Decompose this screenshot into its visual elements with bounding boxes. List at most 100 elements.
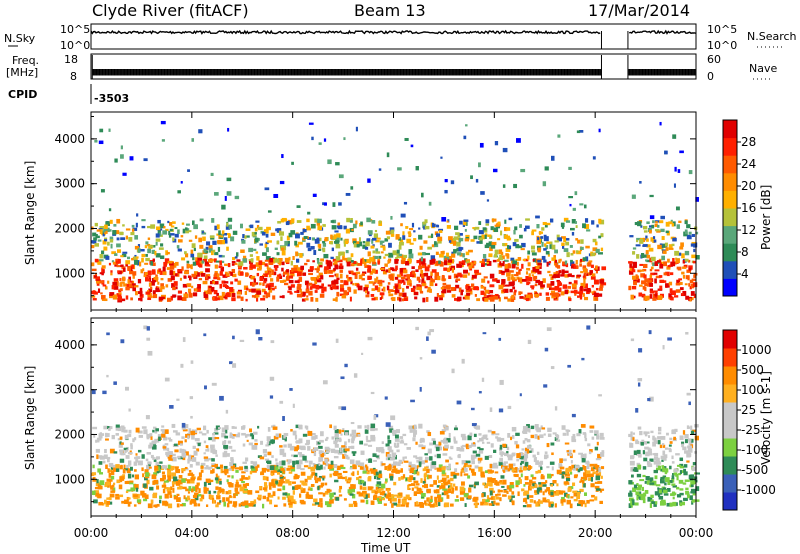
power-echo	[600, 247, 604, 252]
velocity-echo	[642, 466, 647, 470]
power-echo	[226, 273, 230, 277]
power-echo	[320, 258, 324, 262]
velocity-echo	[219, 395, 224, 401]
velocity-echo	[390, 463, 394, 468]
velocity-echo	[288, 459, 291, 464]
velocity-echo	[419, 357, 423, 360]
power-echo	[211, 286, 215, 292]
power-echo	[656, 230, 661, 233]
velocity-echo	[330, 460, 334, 465]
velocity-echo	[235, 433, 240, 438]
velocity-echo	[528, 485, 532, 491]
velocity-echo	[578, 500, 584, 505]
power-echo	[343, 291, 348, 296]
velocity-echo	[123, 447, 128, 451]
power-echo	[443, 255, 449, 261]
velocity-echo	[648, 447, 651, 450]
power-echo	[354, 274, 358, 279]
velocity-echo	[487, 429, 492, 433]
velocity-echo	[364, 494, 368, 499]
velocity-echo	[171, 476, 175, 479]
velocity-echo	[452, 472, 455, 476]
velocity-echo	[262, 503, 265, 509]
velocity-echo	[185, 424, 189, 429]
velocity-echo	[241, 475, 245, 480]
power-echo	[225, 292, 230, 298]
power-echo	[339, 251, 345, 256]
velocity-echo	[349, 493, 354, 496]
velocity-echo	[548, 503, 554, 508]
power-echo	[169, 270, 174, 276]
power-echo	[187, 263, 190, 268]
velocity-echo	[376, 488, 382, 494]
power-echo	[504, 284, 510, 287]
power-echo	[479, 142, 484, 148]
velocity-echo	[528, 450, 532, 453]
velocity-echo	[666, 487, 671, 492]
power-echo	[389, 275, 394, 281]
velocity-echo	[423, 483, 429, 489]
power-echo	[110, 243, 113, 249]
velocity-echo	[563, 481, 569, 485]
power-echo	[659, 263, 664, 269]
velocity-echo	[530, 474, 534, 478]
power-echo	[268, 288, 273, 293]
velocity-echo	[517, 491, 520, 497]
velocity-echo	[589, 449, 593, 453]
velocity-echo	[200, 494, 205, 500]
velocity-echo	[530, 425, 535, 430]
power-echo	[573, 265, 579, 269]
power-echo	[238, 264, 241, 269]
velocity-echo	[253, 431, 258, 435]
velocity-echo	[320, 502, 323, 508]
velocity-echo	[470, 454, 475, 460]
velocity-echo	[375, 455, 379, 458]
power-echo	[455, 232, 460, 236]
power-echo	[676, 279, 681, 285]
power-echo	[250, 258, 254, 263]
power-echo	[492, 259, 497, 263]
power-echo	[135, 222, 138, 228]
velocity-echo	[381, 463, 386, 466]
power-echo	[230, 236, 235, 242]
power-echo	[582, 268, 587, 273]
power-echo	[653, 295, 658, 300]
power-echo	[436, 293, 439, 297]
velocity-echo	[636, 483, 639, 487]
power-echo	[527, 295, 531, 301]
velocity-echo	[419, 490, 424, 495]
power-echo	[487, 297, 492, 300]
velocity-echo	[584, 469, 587, 473]
velocity-echo	[282, 496, 286, 500]
power-echo	[462, 223, 466, 227]
velocity-echo	[664, 482, 667, 486]
velocity-echo	[200, 469, 204, 473]
power-echo	[214, 281, 219, 285]
velocity-echo	[691, 499, 696, 503]
power-echo	[423, 272, 427, 277]
power-echo	[350, 186, 354, 190]
velocity-echo	[98, 461, 103, 465]
power-echo	[473, 235, 478, 240]
power-echo	[372, 261, 376, 265]
power-echo	[140, 293, 143, 297]
velocity-echo	[119, 476, 125, 481]
velocity-echo	[221, 432, 226, 438]
velocity-echo	[264, 485, 268, 489]
velocity-echo	[408, 464, 413, 468]
power-echo	[451, 253, 456, 258]
velocity-echo	[554, 437, 558, 442]
power-echo	[267, 267, 271, 271]
nsearch-tick-bottom: 10^0	[707, 39, 737, 52]
power-echo	[312, 193, 317, 197]
power-echo	[441, 290, 444, 293]
velocity-echo	[662, 443, 665, 446]
power-echo	[467, 272, 470, 276]
velocity-echo	[214, 428, 219, 432]
power-echo	[504, 288, 509, 293]
power-echo	[580, 246, 584, 250]
velocity-echo	[106, 497, 111, 500]
velocity-echo	[644, 480, 647, 484]
power-echo	[408, 233, 412, 237]
power-echo	[587, 272, 592, 276]
